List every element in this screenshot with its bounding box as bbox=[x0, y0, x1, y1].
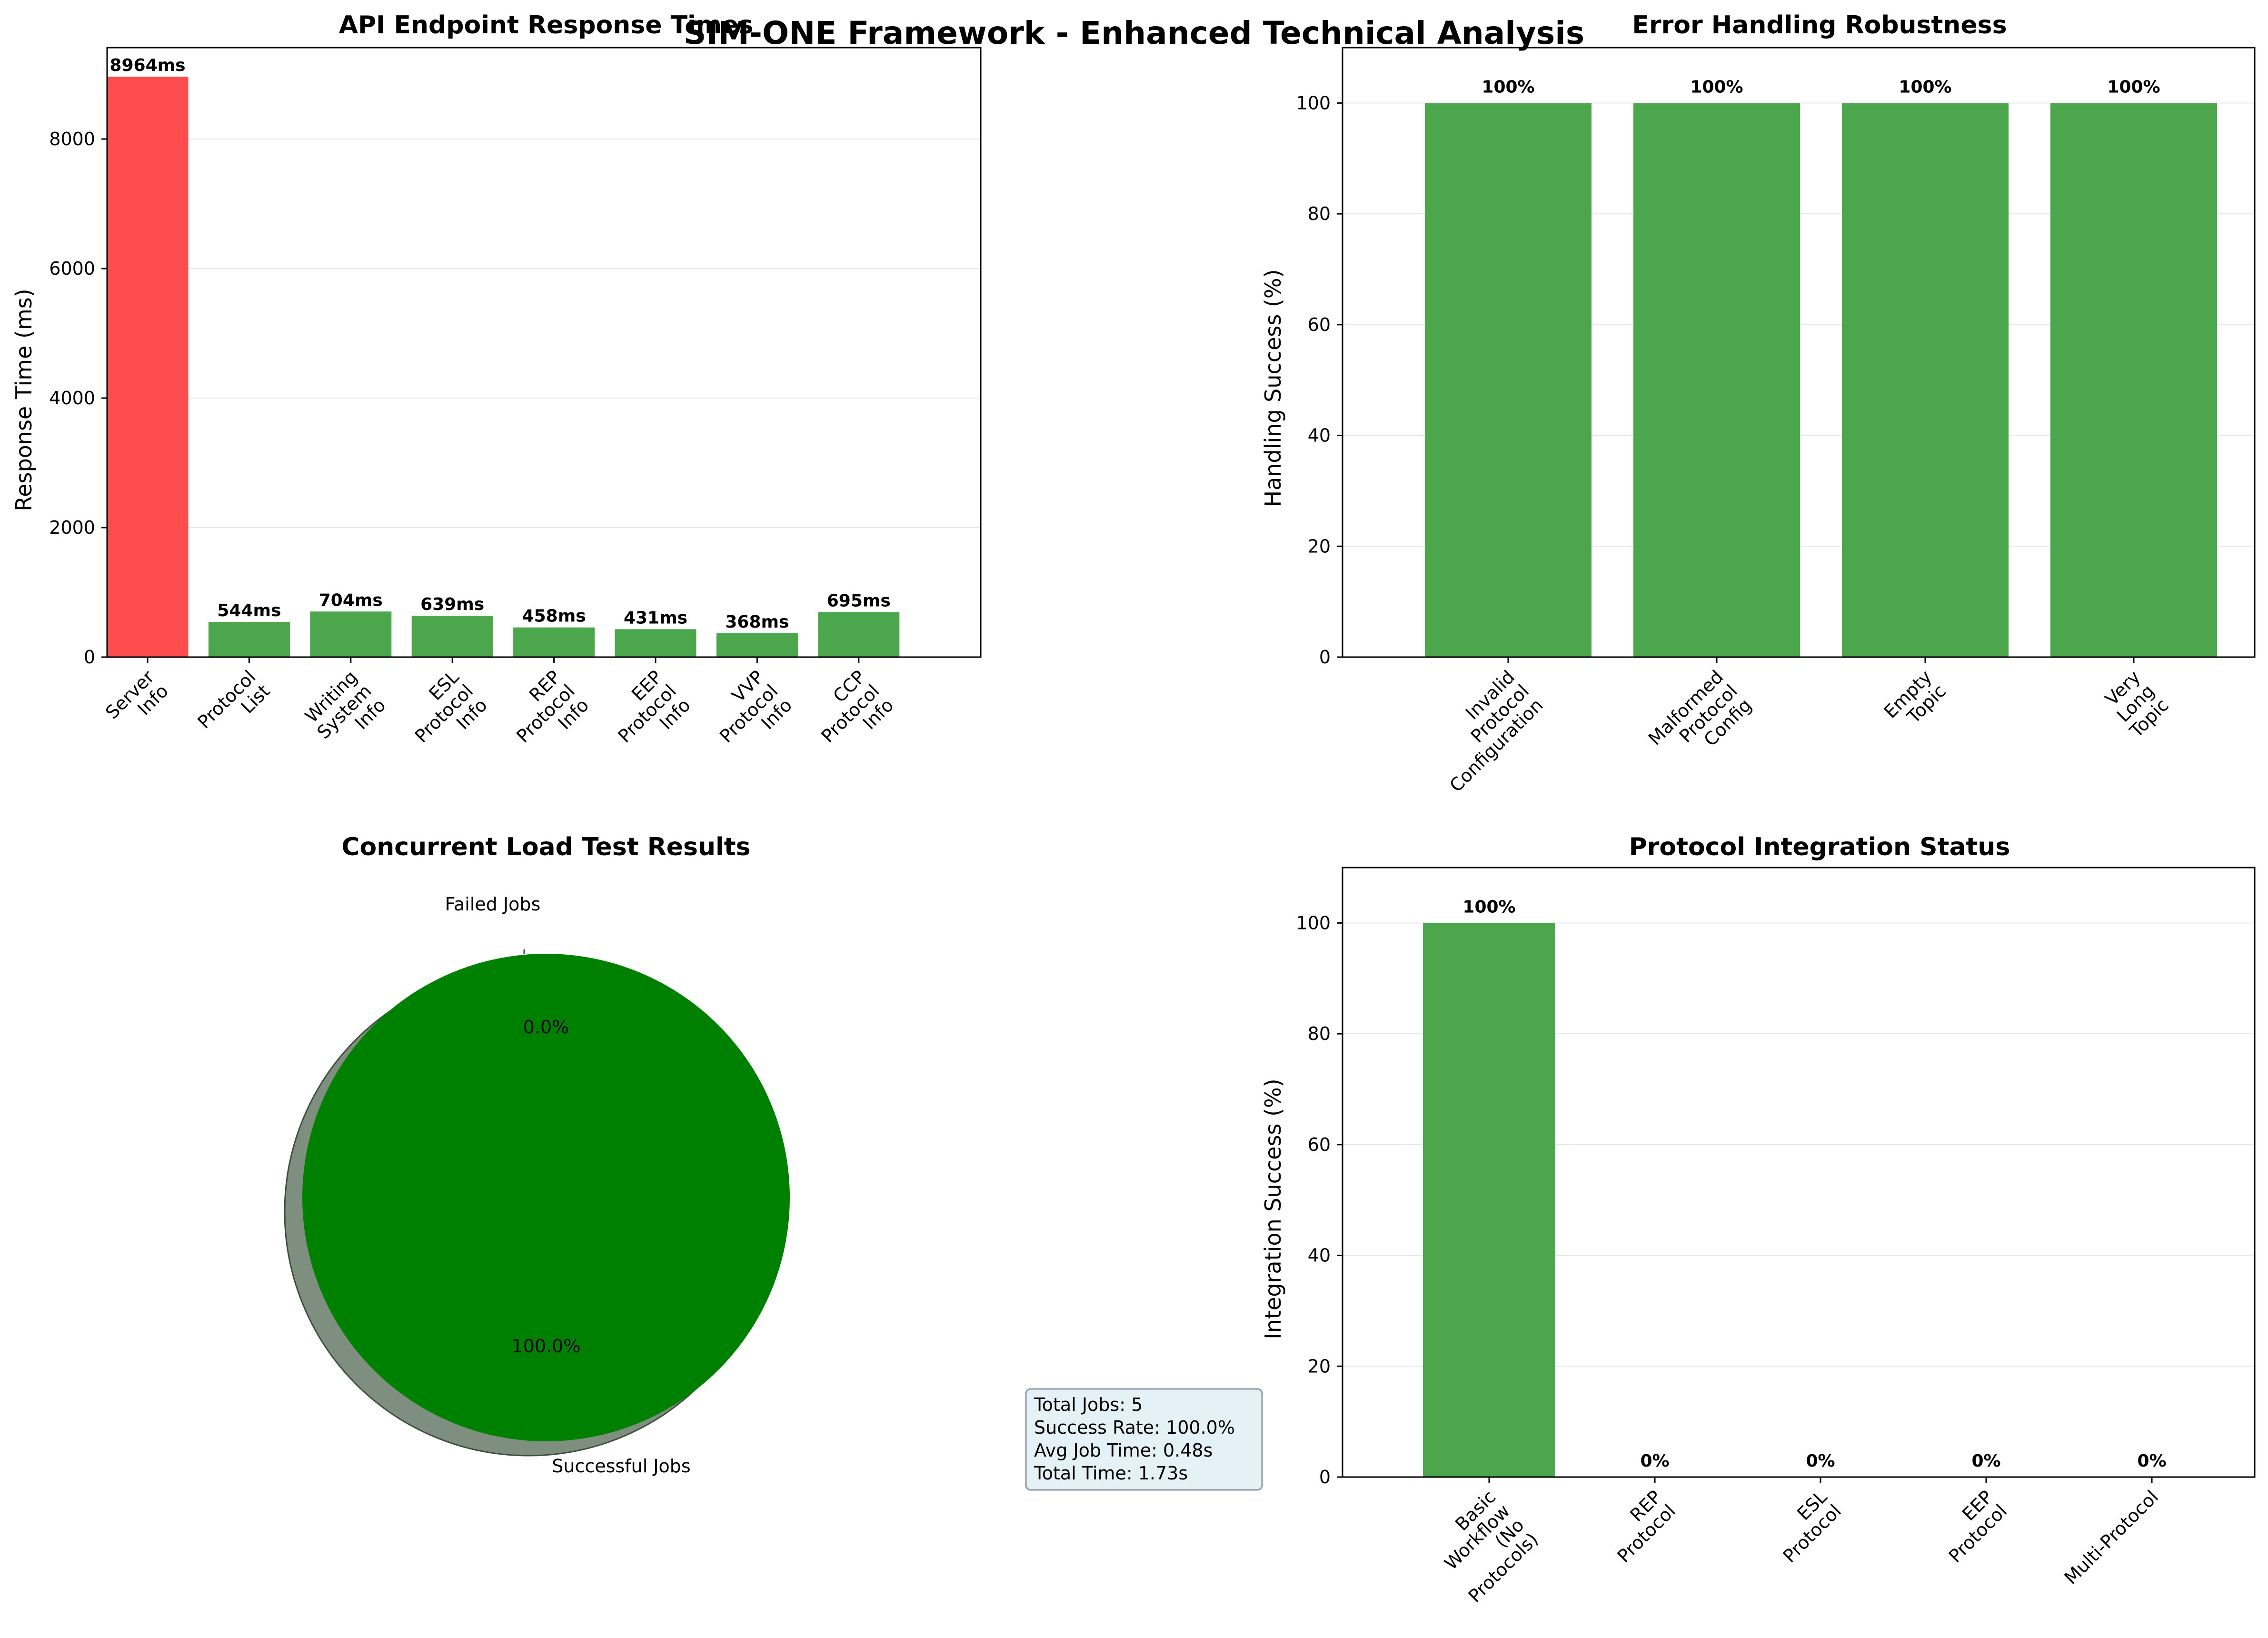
response-times-title: API Endpoint Response Times bbox=[339, 11, 754, 40]
protocol-integration-ytick-label: 80 bbox=[1308, 1023, 1331, 1044]
response-times-category-label: WritingSystemInfo bbox=[299, 666, 390, 757]
protocol-integration-value-label: 100% bbox=[1462, 897, 1515, 917]
protocol-integration-panel: Protocol Integration Status Integration … bbox=[1260, 833, 2256, 1607]
error-handling-ytick-label: 100 bbox=[1296, 92, 1331, 113]
protocol-integration-bar bbox=[1423, 923, 1555, 1477]
response-times-value-label: 368ms bbox=[725, 612, 789, 632]
error-handling-bar bbox=[2050, 103, 2217, 657]
response-times-value-label: 695ms bbox=[827, 591, 891, 610]
protocol-integration-category-label: REPProtocol bbox=[1599, 1486, 1680, 1567]
stats-total-time: Total Time: 1.73s bbox=[1034, 1463, 1188, 1484]
error-handling-value-label: 100% bbox=[2107, 77, 2160, 97]
protocol-integration-category-label: ESLProtocol bbox=[1765, 1486, 1845, 1567]
response-times-value-label: 431ms bbox=[624, 608, 687, 628]
response-times-bar bbox=[818, 612, 900, 657]
figure-title: SIM-ONE Framework - Enhanced Technical A… bbox=[684, 15, 1584, 51]
response-times-bar bbox=[615, 629, 696, 657]
protocol-integration-axes-frame bbox=[1342, 867, 2256, 1478]
protocol-integration-ytick-label: 100 bbox=[1296, 912, 1331, 933]
protocol-integration-ylabel: Integration Success (%) bbox=[1260, 1079, 1286, 1339]
protocol-integration-category-label: Multi-Protocol bbox=[2060, 1486, 2163, 1588]
error-handling-title: Error Handling Robustness bbox=[1632, 11, 2007, 40]
pie-label-failed: Failed Jobs bbox=[445, 894, 541, 915]
response-times-ytick-label: 8000 bbox=[49, 129, 95, 150]
response-times-bar bbox=[716, 633, 798, 657]
response-times-category-label: ESLProtocolInfo bbox=[397, 666, 491, 761]
response-times-ytick-label: 4000 bbox=[49, 388, 95, 409]
protocol-integration-title: Protocol Integration Status bbox=[1629, 833, 2010, 861]
response-times-category-label: VVPProtocolInfo bbox=[701, 666, 796, 761]
error-handling-category-label: EmptyTopic bbox=[1880, 666, 1950, 736]
response-times-value-label: 639ms bbox=[420, 595, 484, 614]
response-times-bar bbox=[513, 627, 595, 657]
error-handling-category-label: InvalidProtocolConfiguration bbox=[1417, 666, 1547, 796]
response-times-category-label: EEPProtocolInfo bbox=[600, 666, 695, 761]
response-times-value-label: 8964ms bbox=[109, 56, 185, 75]
response-times-value-label: 704ms bbox=[319, 590, 383, 610]
protocol-integration-value-label: 0% bbox=[2137, 1451, 2166, 1471]
error-handling-category-label: VeryLongTopic bbox=[2097, 666, 2173, 742]
error-handling-ytick-label: 80 bbox=[1308, 203, 1331, 224]
response-times-value-label: 544ms bbox=[217, 601, 281, 620]
protocol-integration-category-label: EEPProtocol bbox=[1930, 1486, 2011, 1567]
response-times-axes-frame bbox=[106, 47, 982, 658]
response-times-ytick-label: 0 bbox=[84, 647, 95, 668]
response-times-category-label: ServerInfo bbox=[101, 666, 172, 737]
error-handling-category-label: MalformedProtocolConfig bbox=[1644, 666, 1756, 778]
protocol-integration-value-label: 0% bbox=[1806, 1451, 1835, 1471]
response-times-panel: API Endpoint Response Times Response Tim… bbox=[11, 11, 982, 761]
response-times-ytick-label: 6000 bbox=[49, 258, 95, 279]
response-times-bar bbox=[107, 76, 189, 657]
response-times-bar bbox=[411, 616, 493, 657]
error-handling-ytick-label: 20 bbox=[1308, 536, 1331, 557]
error-handling-ylabel: Handling Success (%) bbox=[1260, 269, 1286, 507]
protocol-integration-ytick-label: 20 bbox=[1308, 1356, 1331, 1377]
response-times-ylabel: Response Time (ms) bbox=[11, 289, 37, 511]
error-handling-value-label: 100% bbox=[1690, 77, 1743, 97]
pie-slice-successful bbox=[302, 954, 790, 1441]
protocol-integration-value-label: 0% bbox=[1640, 1451, 1669, 1471]
error-handling-value-label: 100% bbox=[1899, 77, 1951, 97]
pie-pct-failed: 0.0% bbox=[523, 1017, 569, 1038]
response-times-bar bbox=[208, 622, 290, 657]
stats-success-rate: Success Rate: 100.0% bbox=[1034, 1417, 1235, 1438]
load-test-title: Concurrent Load Test Results bbox=[341, 833, 750, 861]
stats-total-jobs: Total Jobs: 5 bbox=[1034, 1394, 1143, 1415]
response-times-ytick-label: 2000 bbox=[49, 517, 95, 538]
stats-avg-job-time: Avg Job Time: 0.48s bbox=[1034, 1440, 1213, 1461]
error-handling-bar bbox=[1842, 103, 2009, 657]
response-times-category-label: REPProtocolInfo bbox=[498, 666, 593, 761]
pie-pct-successful: 100.0% bbox=[512, 1336, 581, 1357]
response-times-category-label: ProtocolList bbox=[193, 666, 274, 747]
error-handling-bar bbox=[1425, 103, 1592, 657]
response-times-value-label: 458ms bbox=[522, 607, 586, 626]
response-times-category-label: CCPProtocolInfo bbox=[803, 666, 898, 761]
protocol-integration-ytick-label: 60 bbox=[1308, 1134, 1331, 1155]
error-handling-ytick-label: 0 bbox=[1319, 647, 1331, 668]
protocol-integration-ytick-label: 40 bbox=[1308, 1245, 1331, 1266]
error-handling-ytick-label: 40 bbox=[1308, 425, 1331, 446]
protocol-integration-ytick-label: 0 bbox=[1319, 1467, 1331, 1488]
response-times-bar bbox=[310, 611, 392, 657]
stats-box bbox=[1025, 1388, 1263, 1491]
protocol-integration-category-label: BasicWorkflow(NoProtocols) bbox=[1422, 1486, 1542, 1607]
error-handling-bar bbox=[1633, 103, 1800, 657]
protocol-integration-value-label: 0% bbox=[1971, 1451, 2000, 1471]
error-handling-ytick-label: 60 bbox=[1308, 314, 1331, 335]
load-test-panel: Concurrent Load Test Results Failed Jobs… bbox=[284, 833, 1263, 1491]
error-handling-axes-frame bbox=[1342, 47, 2256, 658]
error-handling-panel: Error Handling Robustness Handling Succe… bbox=[1260, 11, 2256, 796]
pie-label-successful: Successful Jobs bbox=[552, 1456, 690, 1477]
error-handling-value-label: 100% bbox=[1482, 77, 1534, 97]
